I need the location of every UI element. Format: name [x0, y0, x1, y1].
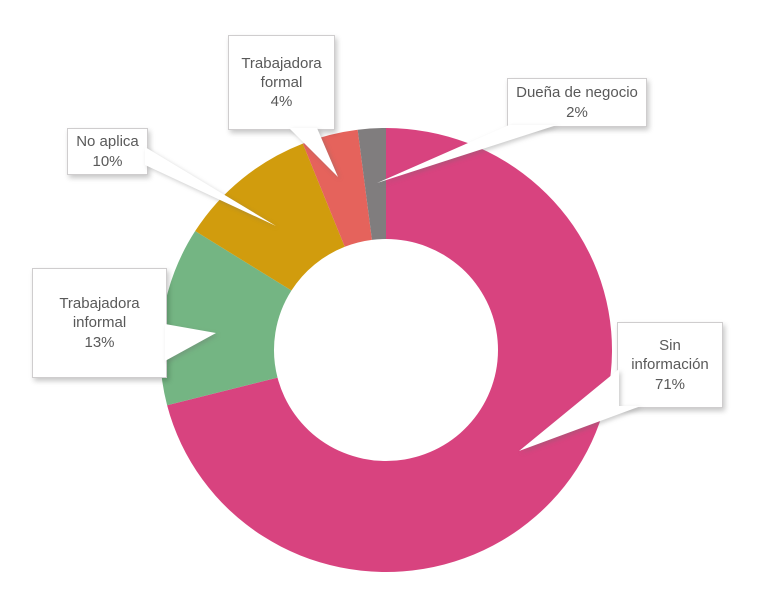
callout-label: Trabajadora formal	[241, 54, 322, 91]
callout-label: Sin información	[631, 337, 709, 374]
callout-percent: 10%	[92, 152, 123, 170]
callout-label: Trabajadora informal	[59, 295, 140, 332]
callout-trabajadora-informal: Trabajadora informal 13%	[32, 268, 167, 378]
callout-no-aplica: No aplica 10%	[67, 128, 148, 175]
callout-label: No aplica	[76, 133, 139, 151]
callout-duena-de-negocio: Dueña de negocio 2%	[507, 78, 647, 127]
callout-percent: 13%	[84, 333, 115, 351]
donut-slice-1	[159, 231, 292, 406]
callout-percent: 4%	[270, 93, 293, 111]
donut-slice-0	[167, 128, 612, 573]
callout-percent: 71%	[654, 375, 686, 393]
callout-label: Dueña de negocio	[516, 84, 638, 102]
callout-trabajadora-formal: Trabajadora formal 4%	[228, 35, 335, 130]
callout-sin-informacion: Sin información 71%	[617, 322, 723, 408]
callout-percent: 2%	[566, 103, 588, 121]
